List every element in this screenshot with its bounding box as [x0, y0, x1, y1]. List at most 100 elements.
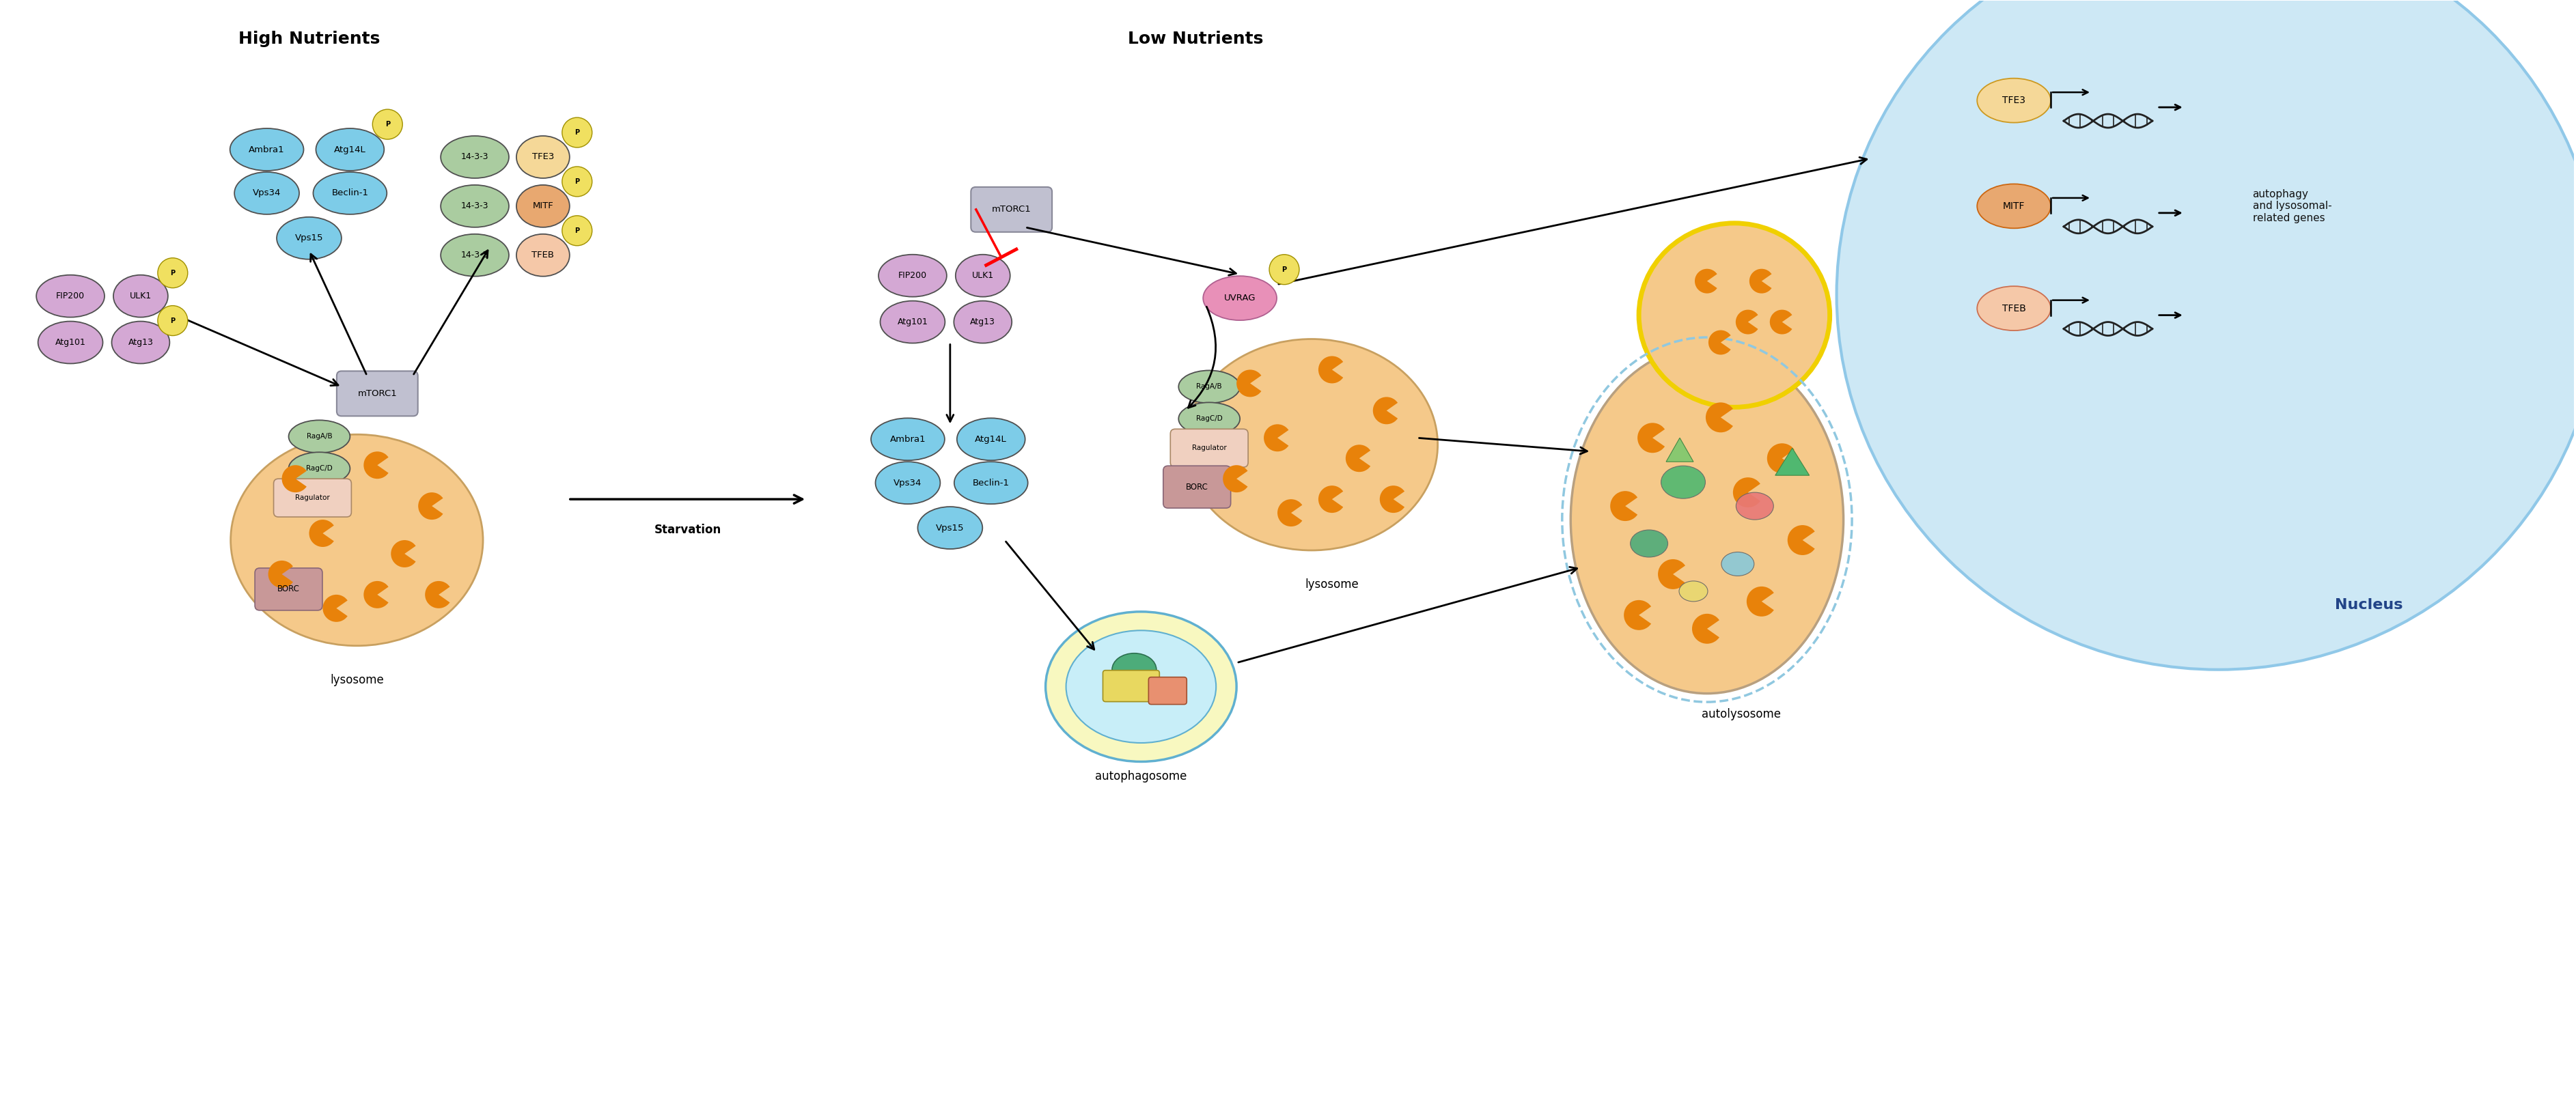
Wedge shape [363, 581, 389, 608]
Wedge shape [1610, 491, 1638, 521]
Ellipse shape [515, 185, 569, 228]
Text: RagA/B: RagA/B [307, 433, 332, 440]
Ellipse shape [1638, 223, 1829, 407]
Text: Atg101: Atg101 [896, 318, 927, 327]
Ellipse shape [917, 507, 981, 549]
Wedge shape [322, 595, 348, 621]
Text: autophagosome: autophagosome [1095, 770, 1188, 783]
Text: Ragulator: Ragulator [1193, 444, 1226, 451]
Text: TFE3: TFE3 [2002, 96, 2025, 106]
Wedge shape [1623, 601, 1651, 630]
Wedge shape [1736, 310, 1757, 334]
Text: Beclin-1: Beclin-1 [332, 189, 368, 198]
Ellipse shape [1185, 339, 1437, 550]
Wedge shape [281, 465, 307, 493]
Text: autolysosome: autolysosome [1703, 707, 1780, 720]
Ellipse shape [1837, 0, 2576, 670]
Wedge shape [1373, 397, 1399, 425]
Ellipse shape [1571, 345, 1844, 693]
Text: Ambra1: Ambra1 [889, 434, 925, 443]
Ellipse shape [1113, 653, 1157, 686]
Ellipse shape [1680, 581, 1708, 602]
Wedge shape [1381, 485, 1404, 513]
Text: mTORC1: mTORC1 [358, 389, 397, 398]
Wedge shape [392, 540, 415, 568]
Wedge shape [1747, 586, 1775, 616]
Circle shape [374, 109, 402, 140]
Text: P: P [170, 270, 175, 276]
Ellipse shape [39, 321, 103, 364]
Text: Beclin-1: Beclin-1 [974, 478, 1010, 487]
Text: Vps34: Vps34 [894, 478, 922, 487]
Ellipse shape [881, 301, 945, 343]
Ellipse shape [232, 434, 482, 646]
FancyBboxPatch shape [1103, 670, 1159, 702]
Text: UVRAG: UVRAG [1224, 294, 1257, 302]
Ellipse shape [314, 172, 386, 214]
Ellipse shape [1978, 78, 2050, 122]
FancyBboxPatch shape [1164, 465, 1231, 508]
Wedge shape [1236, 370, 1262, 397]
FancyBboxPatch shape [337, 371, 417, 416]
Text: Atg101: Atg101 [54, 338, 85, 346]
Wedge shape [1278, 499, 1303, 527]
Wedge shape [268, 561, 294, 587]
Text: Ragulator: Ragulator [296, 494, 330, 502]
Ellipse shape [1066, 630, 1216, 743]
Ellipse shape [1736, 493, 1772, 519]
Text: P: P [1283, 266, 1285, 273]
Ellipse shape [440, 234, 510, 276]
Ellipse shape [111, 321, 170, 364]
Ellipse shape [234, 172, 299, 214]
Polygon shape [1775, 448, 1808, 475]
Wedge shape [363, 451, 389, 478]
Ellipse shape [1662, 465, 1705, 498]
Wedge shape [1659, 559, 1685, 590]
Polygon shape [1667, 438, 1692, 462]
Text: BORC: BORC [1185, 483, 1208, 492]
Wedge shape [1638, 422, 1664, 453]
Wedge shape [1708, 330, 1731, 354]
Wedge shape [1788, 525, 1816, 556]
Ellipse shape [1721, 552, 1754, 576]
Text: P: P [574, 178, 580, 185]
Text: FIP200: FIP200 [57, 292, 85, 300]
Ellipse shape [1180, 403, 1239, 436]
Text: autophagy
and lysosomal-
related genes: autophagy and lysosomal- related genes [2251, 189, 2331, 223]
Text: Atg14L: Atg14L [335, 145, 366, 154]
Ellipse shape [1180, 371, 1239, 403]
FancyBboxPatch shape [1170, 429, 1249, 468]
FancyBboxPatch shape [971, 187, 1051, 232]
Ellipse shape [1978, 286, 2050, 330]
Text: Vps15: Vps15 [935, 524, 963, 532]
Text: P: P [384, 121, 389, 128]
Text: Atg13: Atg13 [971, 318, 994, 327]
Wedge shape [1319, 485, 1342, 513]
Ellipse shape [871, 418, 945, 461]
Wedge shape [1345, 444, 1370, 472]
Text: ULK1: ULK1 [971, 272, 994, 280]
Wedge shape [1767, 443, 1795, 473]
FancyBboxPatch shape [1149, 678, 1188, 704]
Text: P: P [574, 129, 580, 136]
Ellipse shape [1631, 530, 1667, 558]
Text: BORC: BORC [278, 585, 299, 594]
Text: lysosome: lysosome [1306, 579, 1360, 591]
Wedge shape [417, 493, 443, 519]
Text: P: P [170, 317, 175, 324]
Wedge shape [1265, 425, 1288, 451]
Ellipse shape [956, 254, 1010, 297]
Ellipse shape [1978, 184, 2050, 229]
Text: TFEB: TFEB [531, 251, 554, 260]
Ellipse shape [956, 418, 1025, 461]
Ellipse shape [515, 136, 569, 178]
Ellipse shape [953, 301, 1012, 343]
Text: TFE3: TFE3 [531, 153, 554, 162]
Wedge shape [1749, 268, 1772, 294]
Ellipse shape [289, 452, 350, 485]
Text: Atg13: Atg13 [129, 338, 152, 346]
Wedge shape [1705, 403, 1734, 432]
Ellipse shape [36, 275, 106, 317]
Ellipse shape [1203, 276, 1278, 320]
Ellipse shape [229, 129, 304, 170]
